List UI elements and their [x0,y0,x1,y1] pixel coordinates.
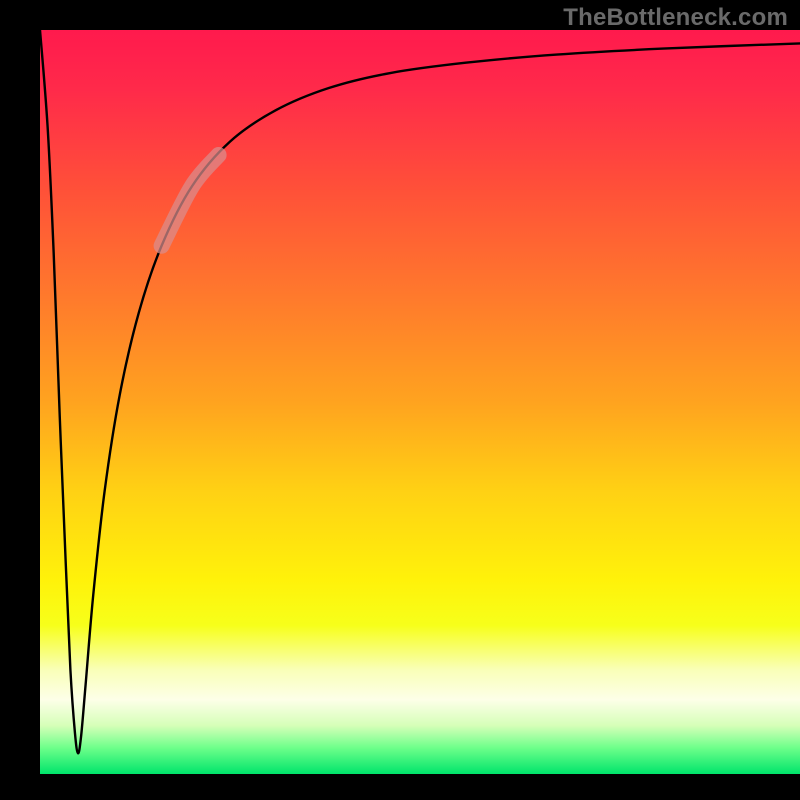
attribution-label: TheBottleneck.com [563,4,788,32]
plot-svg [40,30,800,774]
plot-area [40,30,800,774]
plot-background [40,30,800,774]
chart-frame: TheBottleneck.com [0,0,800,800]
